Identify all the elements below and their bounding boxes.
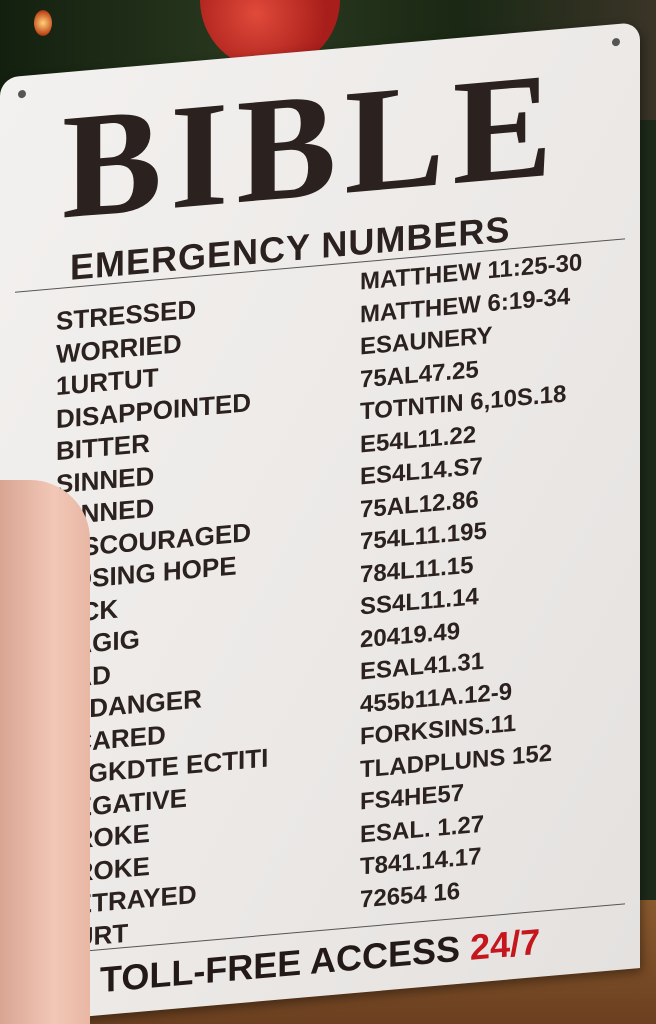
sign-board: BIBLE EMERGENCY NUMBERS STRESSED WORRIED 1… bbox=[0, 22, 640, 1024]
string-light bbox=[34, 10, 52, 36]
mounting-hole bbox=[612, 37, 620, 47]
hand bbox=[0, 480, 90, 1024]
footer-accent: 24/7 bbox=[470, 920, 541, 968]
mounting-hole bbox=[18, 89, 26, 99]
references-list: MATTHEW 11:25-30 MATTHEW 6:19-34 ESAUNERY 7… bbox=[360, 247, 582, 916]
